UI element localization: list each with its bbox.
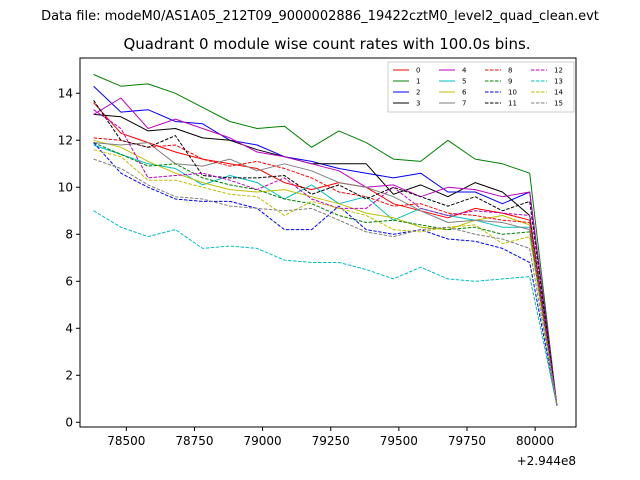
series-line-9 (93, 142, 558, 406)
x-tick-label: 78750 (175, 434, 213, 448)
x-axis-offset-label: +2.944e8 (517, 454, 576, 468)
legend-label-9: 9 (508, 78, 512, 86)
legend-label-2: 2 (416, 89, 420, 97)
legend-label-11: 11 (508, 100, 517, 108)
series-line-12 (93, 109, 558, 406)
y-tick-label: 10 (58, 180, 73, 194)
series-line-15 (93, 158, 558, 406)
legend-label-7: 7 (462, 100, 466, 108)
x-axis: 78500 78750 79000 79250 79500 79750 80000 (107, 427, 554, 448)
series-line-13 (93, 210, 558, 406)
x-tick-label: 79750 (448, 434, 486, 448)
legend-label-10: 10 (508, 89, 517, 97)
legend-label-6: 6 (462, 89, 467, 97)
x-tick-label: 79500 (380, 434, 418, 448)
series-line-2 (93, 85, 558, 406)
legend-label-4: 4 (462, 67, 467, 75)
y-tick-label: 8 (65, 227, 73, 241)
series-line-6 (93, 139, 558, 406)
chart-title: Quadrant 0 module wise count rates with … (123, 35, 530, 53)
series-layer (93, 74, 558, 406)
figure-suptitle: Data file: modeM0/AS1A05_212T09_90000028… (41, 9, 599, 24)
legend-label-5: 5 (462, 78, 466, 86)
series-line-10 (93, 142, 558, 406)
y-tick-label: 12 (58, 133, 73, 147)
legend-label-15: 15 (554, 100, 563, 108)
legend-label-1: 1 (416, 78, 420, 86)
legend-label-14: 14 (554, 89, 563, 97)
series-line-1 (93, 74, 558, 406)
series-line-8 (93, 137, 558, 406)
y-tick-label: 14 (58, 86, 73, 100)
series-line-0 (93, 102, 558, 406)
legend-label-3: 3 (416, 100, 420, 108)
legend-label-12: 12 (554, 67, 563, 75)
plot-area: 78500 78750 79000 79250 79500 79750 80000 0246… (58, 57, 577, 468)
y-tick-label: 0 (65, 415, 73, 429)
y-tick-label: 6 (65, 274, 73, 288)
x-tick-label: 78500 (107, 434, 145, 448)
x-tick-label: 80000 (516, 434, 554, 448)
y-tick-label: 4 (65, 321, 73, 335)
legend-label-13: 13 (554, 78, 563, 86)
y-axis: 0 2 4 6 8 10 12 14 (58, 86, 80, 429)
series-line-14 (93, 149, 558, 406)
legend-label-8: 8 (508, 67, 512, 75)
series-line-7 (93, 142, 558, 406)
y-tick-label: 2 (65, 368, 73, 382)
series-line-11 (93, 100, 558, 406)
x-tick-label: 79250 (312, 434, 350, 448)
series-line-4 (93, 97, 558, 406)
x-tick-label: 79000 (243, 434, 281, 448)
legend-label-0: 0 (416, 67, 420, 75)
series-line-5 (93, 144, 558, 406)
series-line-3 (93, 113, 558, 406)
axes-frame (79, 57, 577, 428)
